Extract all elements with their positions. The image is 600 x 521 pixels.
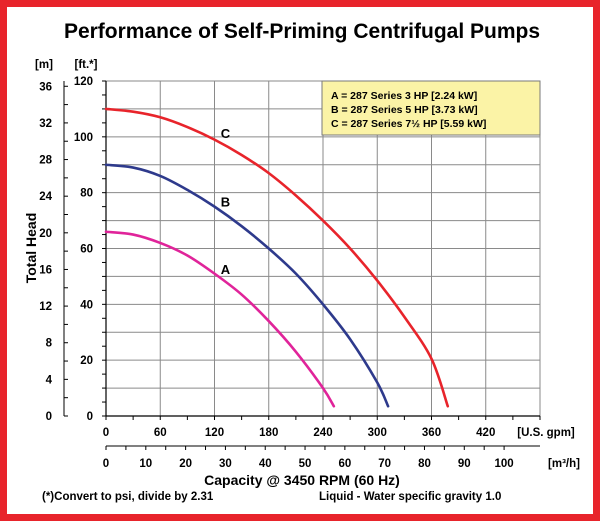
x-tick-label-m3h: 70: [378, 458, 391, 470]
x-units-m3h: [m³/h]: [548, 458, 580, 470]
x-tick-label-gpm: 60: [154, 427, 167, 439]
x-tick-label-m3h: 20: [179, 458, 192, 470]
y-tick-label-m: 16: [39, 264, 52, 276]
y-tick-label-ft: 40: [80, 299, 93, 311]
y-tick-label-ft: 20: [80, 355, 93, 367]
x-tick-label-m3h: 10: [139, 458, 152, 470]
legend-entry-c: C = 287 Series 7½ HP [5.59 kW]: [331, 118, 486, 130]
y-tick-label-ft: 60: [80, 244, 93, 256]
x-tick-label-m3h: 30: [219, 458, 232, 470]
x-axis-label: Capacity @ 3450 RPM (60 Hz): [204, 472, 400, 488]
x-units-gpm: [U.S. gpm]: [517, 427, 575, 439]
curve-labels: A B C: [221, 126, 231, 277]
y-units-ft: [ft.*]: [75, 59, 98, 71]
series-lines: [104, 107, 450, 408]
x-tick-label-gpm: 0: [103, 427, 109, 439]
y-tick-label-m: 12: [39, 301, 52, 313]
y-tick-label-m: 4: [46, 374, 53, 386]
y-tick-label-ft: 100: [74, 132, 93, 144]
x-tick-label-m3h: 60: [338, 458, 351, 470]
chart-title: Performance of Self-Priming Centrifugal …: [64, 20, 540, 43]
x-tick-label-gpm: 120: [205, 427, 224, 439]
y-axis-label: Total Head: [23, 213, 39, 284]
legend-box: [321, 80, 541, 136]
y-tick-label-ft: 120: [74, 76, 93, 88]
curve-label-a: A: [221, 262, 231, 277]
legend-entry-a: A = 287 Series 3 HP [2.24 kW]: [331, 90, 477, 102]
axes: [63, 80, 541, 450]
y-tick-label-m: 0: [46, 411, 52, 423]
x-tick-label-gpm: 360: [422, 427, 441, 439]
y-tick-label-ft: 80: [80, 188, 93, 200]
x-tick-label-gpm: 240: [313, 427, 332, 439]
y-tick-label-m: 28: [39, 155, 52, 167]
y-units-m: [m]: [35, 59, 53, 71]
footnote-psi: (*)Convert to psi, divide by 2.31: [42, 491, 214, 503]
curve-label-c: C: [221, 126, 231, 141]
x-tick-label-m3h: 0: [103, 458, 109, 470]
y-tick-label-m: 8: [46, 338, 53, 350]
x-tick-label-gpm: 180: [259, 427, 278, 439]
x-tick-label-gpm: 420: [476, 427, 495, 439]
series-line-b: [104, 163, 390, 408]
x-tick-label-m3h: 100: [494, 458, 513, 470]
y-tick-label-m: 20: [39, 228, 52, 240]
series-line-a: [104, 230, 336, 408]
legend: A = 287 Series 3 HP [2.24 kW] B = 287 Se…: [321, 80, 541, 136]
x-tick-label-m3h: 50: [299, 458, 312, 470]
x-tick-label-m3h: 90: [458, 458, 471, 470]
x-tick-label-m3h: 40: [259, 458, 272, 470]
footnote-liquid: Liquid - Water specific gravity 1.0: [319, 491, 501, 503]
series-line-c: [104, 107, 450, 408]
y-tick-label-m: 36: [39, 81, 52, 93]
y-tick-label-ft: 0: [87, 411, 93, 423]
x-tick-label-gpm: 300: [368, 427, 387, 439]
curve-label-b: B: [221, 194, 230, 209]
y-tick-label-m: 32: [39, 118, 52, 130]
legend-entry-b: B = 287 Series 5 HP [3.73 kW]: [331, 104, 478, 116]
x-tick-label-m3h: 80: [418, 458, 431, 470]
y-tick-label-m: 24: [39, 191, 52, 203]
